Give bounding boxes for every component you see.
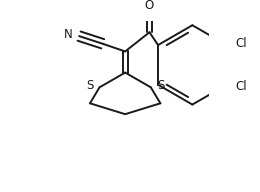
Text: Cl: Cl xyxy=(236,37,247,50)
Text: S: S xyxy=(157,79,164,93)
Text: Cl: Cl xyxy=(236,79,247,93)
Text: O: O xyxy=(145,0,154,12)
Text: S: S xyxy=(86,79,94,93)
Text: N: N xyxy=(64,28,73,41)
